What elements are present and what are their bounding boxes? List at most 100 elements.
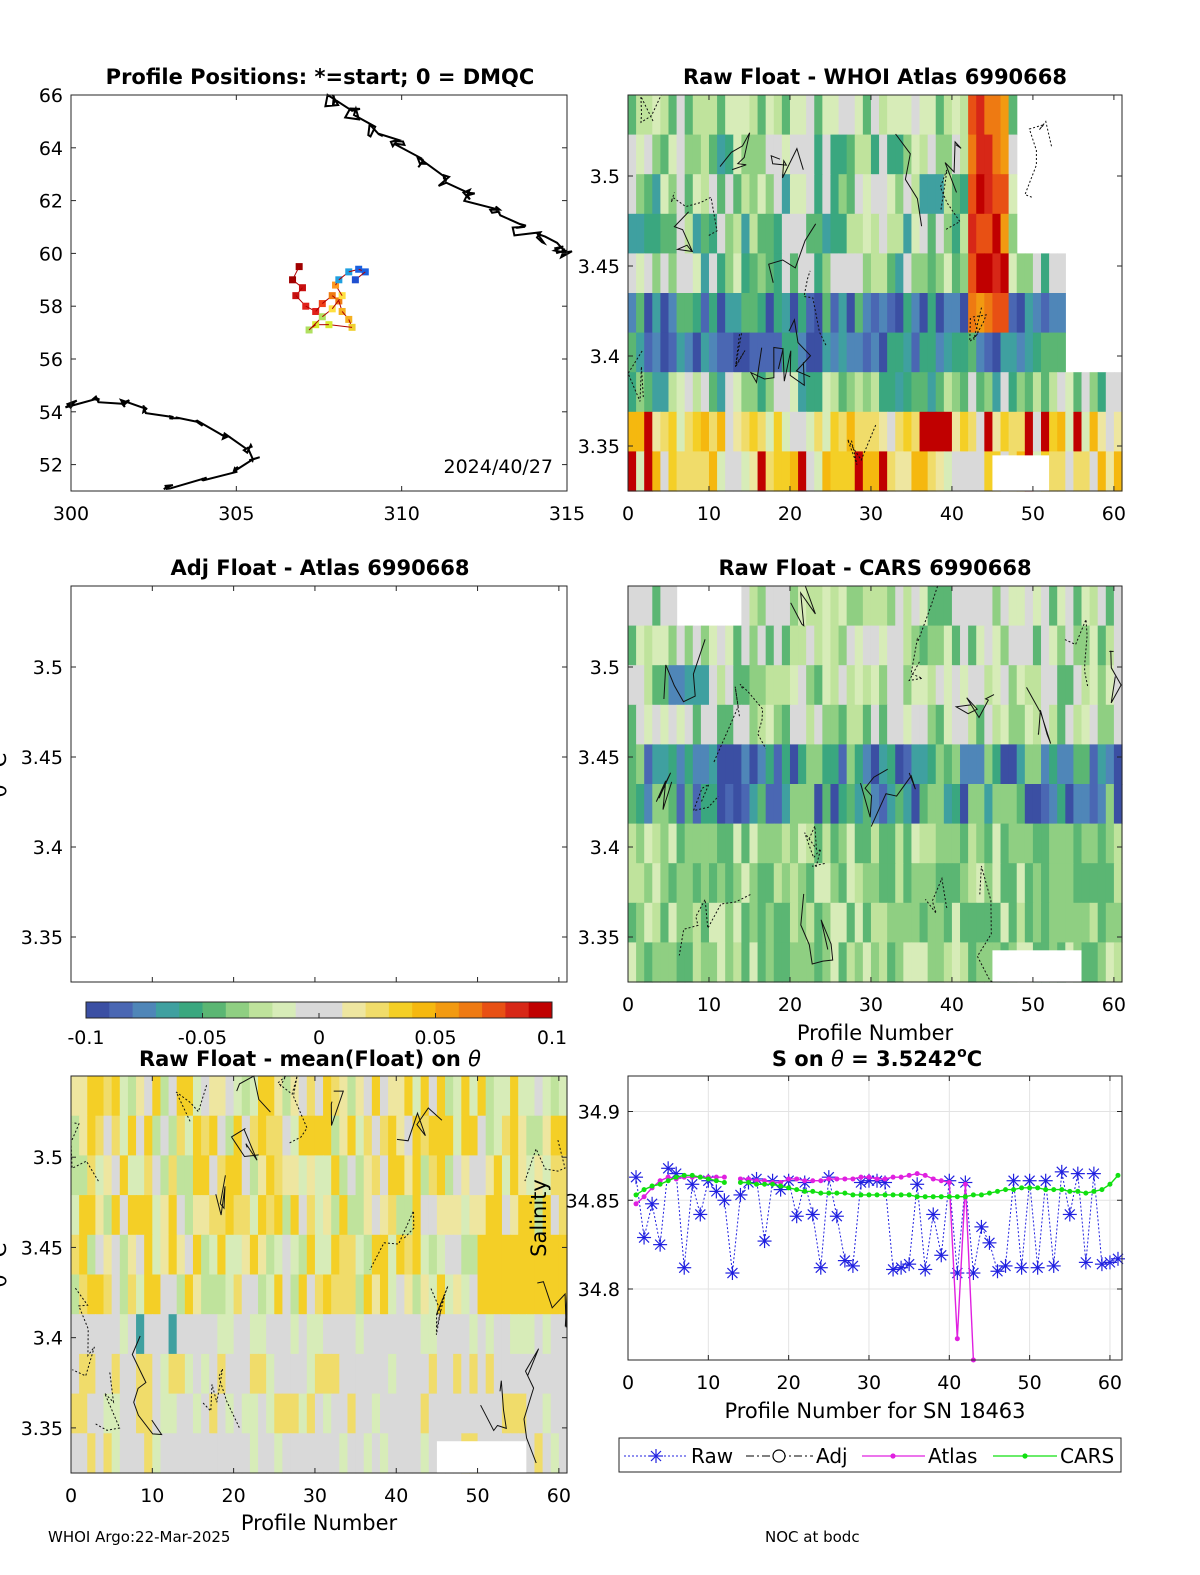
heatmap-cell (846, 411, 856, 452)
heatmap-cell (1065, 586, 1075, 627)
atlas-point (946, 1180, 952, 1185)
heatmap-cell (773, 253, 783, 294)
heatmap-cell (1016, 411, 1026, 452)
heatmap-cell (700, 704, 710, 745)
heatmap-cell (192, 1353, 202, 1395)
heatmap-cell (741, 293, 751, 334)
heatmap-cell (1008, 665, 1018, 706)
heatmap-cell (879, 586, 888, 627)
heatmap-cell (396, 1353, 405, 1395)
heatmap-cell (225, 1155, 235, 1196)
atlas-panel: Raw Float - WHOI Atlas 6990668 0 10 20 30 40… (578, 65, 1126, 525)
heatmap-cell (668, 451, 678, 492)
heatmap-cell (306, 1155, 316, 1196)
heatmap-cell (79, 1155, 88, 1196)
heatmap-cell (526, 1314, 536, 1355)
heatmap-cell (708, 784, 718, 825)
heatmap-cell (822, 744, 832, 785)
heatmap-cell (708, 823, 718, 864)
heatmap-cell (144, 1353, 153, 1395)
heatmap-cell (628, 665, 637, 706)
heatmap-cell (209, 1195, 218, 1236)
heatmap-cell (331, 1433, 340, 1474)
heatmap-cell (412, 1393, 422, 1434)
heatmap-cell (1016, 586, 1026, 627)
heatmap-cell (684, 95, 694, 136)
heatmap-cell (741, 784, 751, 825)
heatmap-cell (1049, 863, 1058, 904)
heatmap-cell (103, 1076, 113, 1117)
heatmap-cell (412, 1115, 422, 1156)
x-tick-label: 0 (65, 1485, 77, 1507)
heatmap-cell (144, 1314, 153, 1355)
heatmap-cell (903, 665, 913, 706)
heatmap-cell (846, 784, 856, 825)
heatmap-cell (1081, 665, 1091, 706)
heatmap-cell (201, 1234, 210, 1276)
heatmap-cell (870, 744, 880, 785)
heatmap-cell (258, 1274, 267, 1315)
heatmap-cell (323, 1393, 332, 1434)
heatmap-cell (526, 1274, 536, 1315)
heatmap-cell (152, 1115, 162, 1156)
heatmap-cell (806, 372, 815, 413)
heatmap-cell (323, 1274, 332, 1315)
heatmap-cell (339, 1393, 349, 1434)
heatmap-cell (684, 174, 694, 215)
heatmap-cell (184, 1155, 194, 1196)
heatmap-cell (1024, 863, 1034, 904)
y-tick-label: 3.35 (21, 927, 63, 949)
cars-point (898, 1192, 904, 1198)
heatmap-cell (927, 942, 937, 983)
heatmap-cell (526, 1433, 536, 1474)
heatmap-cell (628, 174, 637, 215)
heatmap-cell (1113, 665, 1123, 706)
heatmap-cell (830, 586, 840, 627)
colorbar-swatch (225, 1002, 250, 1018)
heatmap-cell (493, 1115, 503, 1156)
heatmap-cell (192, 1314, 202, 1355)
heatmap-cell (951, 823, 961, 864)
heatmap-cell (660, 823, 670, 864)
heatmap-cell (136, 1433, 145, 1474)
heatmap-cell (903, 253, 913, 294)
heatmap-cell (984, 95, 994, 136)
heatmap-cell (976, 784, 985, 825)
heatmap-cell (644, 665, 653, 706)
atlas-point (874, 1176, 880, 1182)
heatmap-cell (692, 95, 702, 136)
heatmap-cell (725, 625, 734, 666)
heatmap-cell (241, 1353, 251, 1395)
heatmap-cell (935, 665, 945, 706)
heatmap-cell (733, 372, 742, 413)
cars-contours (655, 585, 1122, 983)
mean-title-theta: θ (468, 1047, 481, 1071)
heatmap-cell (789, 823, 799, 864)
heatmap-cell (347, 1234, 357, 1276)
heatmap-cell (765, 332, 775, 373)
heatmap-cell (838, 174, 848, 215)
raw-point (661, 1161, 676, 1176)
heatmap-cell (1105, 823, 1115, 864)
heatmap-cell (461, 1195, 471, 1236)
heatmap-cell (733, 134, 742, 175)
heatmap-cell (160, 1234, 170, 1276)
track-segment (328, 324, 353, 328)
atlas-point (858, 1174, 864, 1180)
heatmap-cell (306, 1393, 316, 1434)
heatmap-cell (960, 253, 969, 294)
heatmap-cell (79, 1115, 88, 1156)
heatmap-cell (1049, 451, 1058, 492)
heatmap-cell (201, 1314, 210, 1355)
heatmap-cell (1105, 625, 1115, 666)
heatmap-cell (943, 704, 953, 745)
heatmap-cell (1081, 451, 1091, 492)
heatmap-cell (838, 95, 848, 136)
heatmap-cell (862, 863, 872, 904)
heatmap-cell (814, 586, 823, 627)
raw-point-stroke (879, 1177, 891, 1188)
heatmap-cell (1065, 625, 1075, 666)
contour-line (782, 349, 805, 387)
y-tick-label: 3.45 (21, 1237, 63, 1259)
heatmap-cell (773, 902, 783, 943)
